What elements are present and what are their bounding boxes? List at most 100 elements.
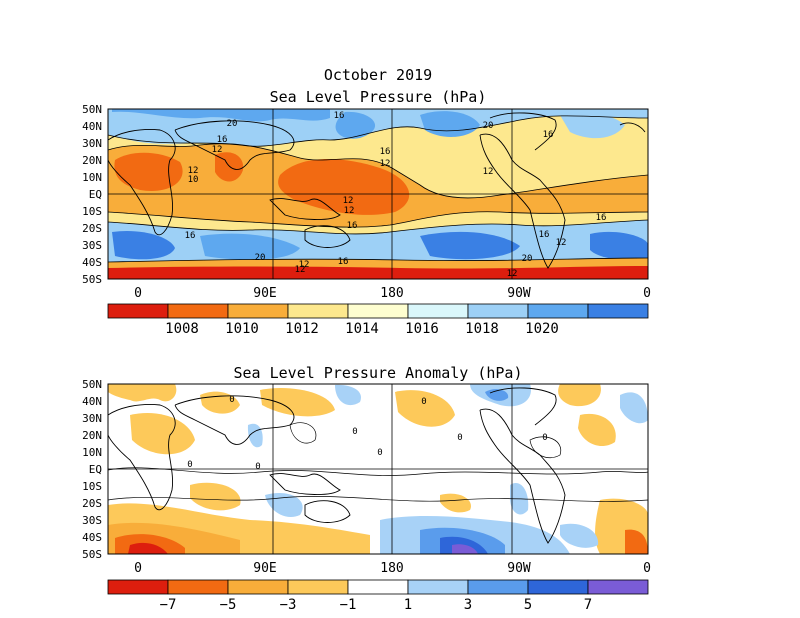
slp-southern-low [108, 266, 648, 279]
colorbar-label: −3 [280, 597, 297, 613]
slp-lat-axis: 50N 40N 30N 20N 10N EQ 10S 20S 30S 40S 5… [82, 103, 102, 286]
colorbar-label: −5 [220, 597, 237, 613]
slp-contour-label: 20 [227, 119, 238, 129]
slp-contour-label: 12 [299, 260, 310, 270]
lon-tick-label: 0 [643, 286, 651, 301]
colorbar-label: 1018 [465, 321, 499, 337]
slp-colorbar-labels: 1008 1010 1012 1014 1016 1018 1020 [165, 321, 559, 337]
slp-map: 20 16 16 12 12 12 10 16 12 20 16 12 12 1… [108, 109, 648, 279]
slp-contour-label: 12 [483, 167, 494, 177]
lon-tick-label: 90E [253, 561, 276, 576]
slp-colorbar-swatch [527, 303, 589, 319]
anom-contour-label: 0 [255, 462, 260, 472]
anomaly-colorbar-swatch [227, 579, 289, 595]
anom-pos [620, 392, 648, 424]
slp-contours [108, 115, 648, 263]
anom-contour-label: 0 [421, 397, 426, 407]
anomaly-lon-axis: 0 90E 180 90W 0 [134, 561, 651, 576]
anom-neg [260, 388, 335, 417]
slp-low-india [215, 152, 244, 182]
slp-high-satlantic [112, 230, 175, 260]
slp-contour-label: 10 [188, 175, 199, 185]
anom-contour-label: 0 [457, 433, 462, 443]
colorbar-label: 5 [524, 597, 532, 613]
slp-colorbar-swatch [407, 303, 469, 319]
lat-tick-label: 20N [82, 429, 102, 442]
colorbar-label: 7 [584, 597, 592, 613]
anom-contour-label: 0 [542, 433, 547, 443]
colorbar-label: 1012 [285, 321, 319, 337]
lat-tick-label: 30S [82, 239, 102, 252]
anomaly-map-frame [107, 383, 649, 555]
lat-tick-label: 40N [82, 120, 102, 133]
slp-contour-labels: 20 16 16 12 12 12 10 16 12 20 16 12 12 1… [185, 111, 607, 279]
top-title-line2: Sea Level Pressure (hPa) [270, 88, 487, 106]
lat-tick-label: 50N [82, 378, 102, 391]
slp-contour-label: 16 [334, 111, 345, 121]
anomaly-coastlines [108, 387, 566, 544]
anomaly-colorbar-swatch [587, 579, 649, 595]
slp-lon-axis: 0 90E 180 90W 0 [134, 286, 651, 301]
lat-tick-label: 30N [82, 412, 102, 425]
anomaly-colorbar-swatch [107, 579, 169, 595]
lat-tick-label: 10S [82, 480, 102, 493]
colorbar-label: 1020 [525, 321, 559, 337]
lat-tick-label: 50S [82, 273, 102, 286]
lat-tick-label: 50S [82, 548, 102, 561]
slp-colorbar-swatch [227, 303, 289, 319]
lat-tick-label: 30N [82, 137, 102, 150]
colorbar-label: −1 [340, 597, 357, 613]
slp-high-spacific [420, 231, 520, 260]
lon-tick-label: 90W [507, 561, 531, 576]
lon-tick-label: 90E [253, 286, 276, 301]
lon-tick-label: 0 [134, 561, 142, 576]
slp-coastlines [108, 112, 646, 269]
slp-colorbar-swatch [287, 303, 349, 319]
slp-contour-label: 12 [380, 159, 391, 169]
lon-tick-label: 180 [380, 561, 403, 576]
lat-tick-label: 40N [82, 395, 102, 408]
anom-neg [440, 493, 471, 513]
slp-colorbar-swatch [347, 303, 409, 319]
colorbar-label: 1 [404, 597, 412, 613]
slp-contour-label: 16 [185, 231, 196, 241]
anom-contour-label: 0 [352, 427, 357, 437]
slp-contour-label: 16 [543, 130, 554, 140]
anomaly-lat-axis: 50N 40N 30N 20N 10N EQ 10S 20S 30S 40S 5… [82, 378, 102, 561]
slp-contour-label: 12 [343, 196, 354, 206]
anom-contour-label: 0 [229, 395, 234, 405]
slp-grid [108, 109, 648, 279]
anomaly-colorbar-swatch [407, 579, 469, 595]
anom-neg-south-4 [128, 542, 168, 554]
lat-tick-label: 40S [82, 256, 102, 269]
top-title-line1: October 2019 [324, 66, 432, 84]
slp-contour-label: 16 [539, 230, 550, 240]
slp-contour-label: 20 [522, 254, 533, 264]
slp-panel: October 2019 Sea Level Pressure (hPa) [82, 66, 651, 337]
slp-contour-label: 12 [188, 166, 199, 176]
lon-tick-label: 180 [380, 286, 403, 301]
lat-tick-label: 10N [82, 171, 102, 184]
slp-high-satl-east [590, 231, 648, 260]
slp-contour-label: 12 [295, 265, 306, 275]
slp-colorbar-swatch [467, 303, 529, 319]
colorbar-label: 1014 [345, 321, 379, 337]
anom-contour-label: 0 [377, 448, 382, 458]
slp-contour-label: 12 [556, 238, 567, 248]
anom-neg [130, 412, 195, 455]
lat-tick-label: EQ [89, 463, 102, 476]
slp-contour-label: 16 [347, 221, 358, 231]
anomaly-colorbar-swatch [347, 579, 409, 595]
anomaly-map: 0 0 0 0 0 0 0 0 [108, 384, 648, 554]
anom-pos [335, 384, 361, 406]
anomaly-colorbar-labels: −7 −5 −3 −1 1 3 5 7 [160, 597, 593, 613]
lat-tick-label: 50N [82, 103, 102, 116]
slp-contour-label: 12 [344, 206, 355, 216]
anomaly-colorbar-swatch [287, 579, 349, 595]
bottom-title: Sea Level Pressure Anomaly (hPa) [234, 364, 523, 382]
anomaly-colorbar-swatch [167, 579, 229, 595]
lat-tick-label: 10S [82, 205, 102, 218]
colorbar-label: 3 [464, 597, 472, 613]
colorbar-label: 1008 [165, 321, 199, 337]
